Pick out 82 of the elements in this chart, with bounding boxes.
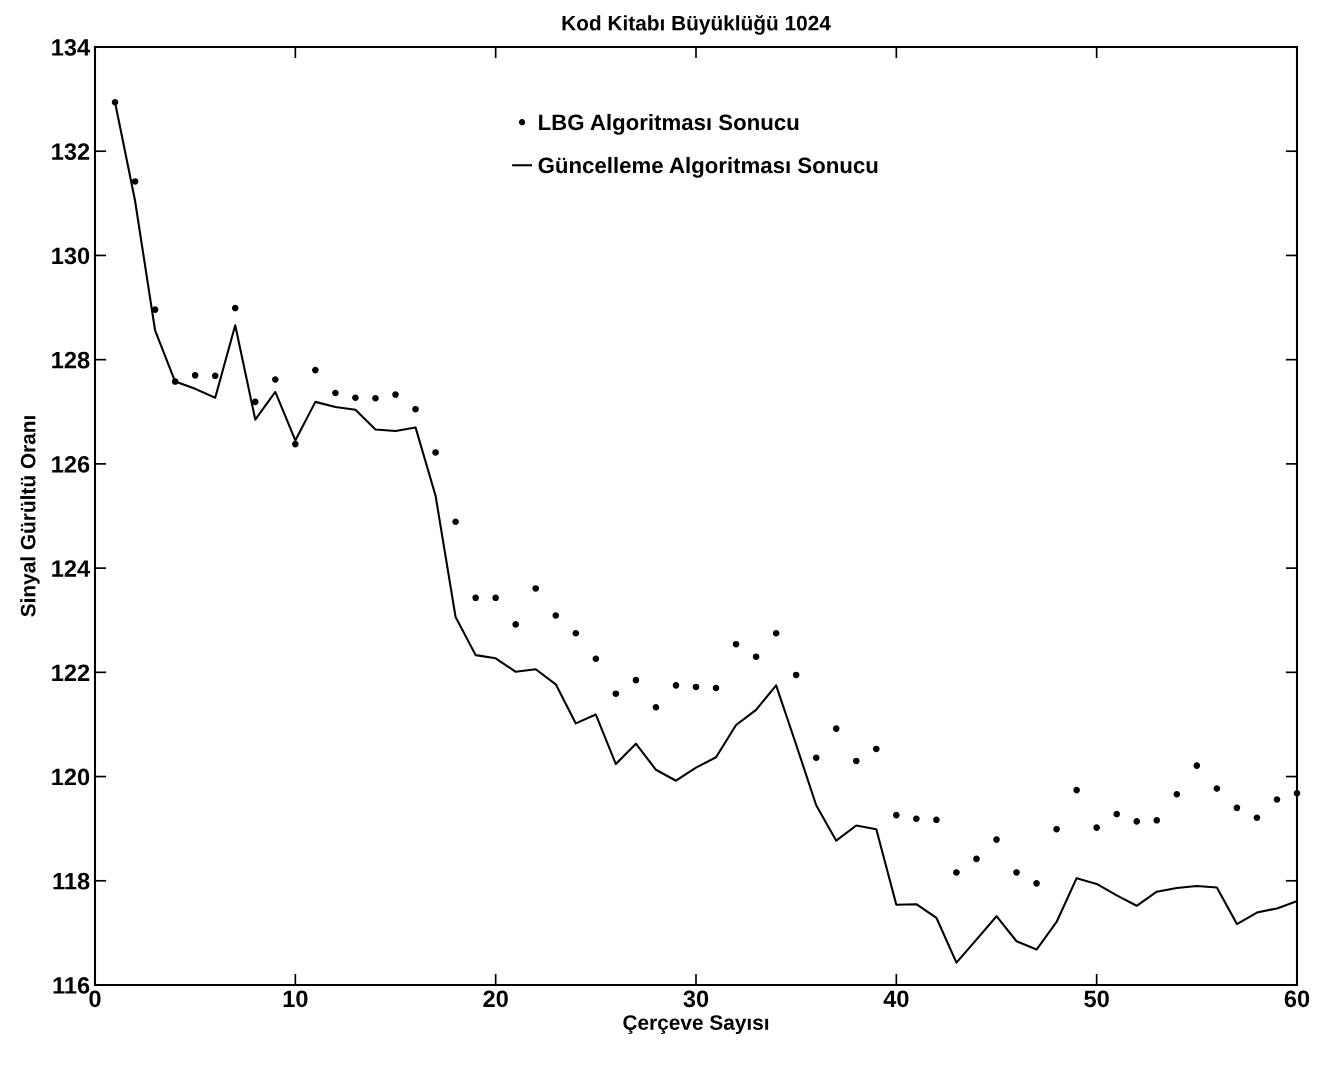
point xyxy=(812,754,820,762)
point xyxy=(272,376,279,383)
point xyxy=(1233,804,1241,812)
point xyxy=(792,671,800,679)
y-tick-label: 130 xyxy=(52,247,90,265)
point xyxy=(913,815,920,823)
point xyxy=(873,745,880,753)
point xyxy=(953,869,960,876)
point xyxy=(732,640,740,648)
point xyxy=(532,585,540,592)
point xyxy=(111,98,119,106)
point xyxy=(1133,818,1141,825)
y-tick-label: 122 xyxy=(52,664,90,681)
point xyxy=(412,405,419,413)
point xyxy=(832,725,840,732)
point xyxy=(852,757,860,765)
x-tick-label: 10 xyxy=(283,990,308,1008)
point xyxy=(312,366,319,374)
point xyxy=(171,378,179,385)
point xyxy=(1013,869,1020,876)
chart-title: Kod Kitabı Büyüklüğü 1024 xyxy=(562,15,831,35)
point xyxy=(452,518,459,526)
point xyxy=(1193,762,1201,769)
point xyxy=(893,811,900,819)
point xyxy=(131,178,139,185)
point xyxy=(1293,789,1301,797)
point xyxy=(752,653,760,660)
point xyxy=(1213,785,1221,792)
y-tick-label: 132 xyxy=(52,143,90,161)
point xyxy=(231,304,239,312)
point xyxy=(1093,824,1100,831)
point xyxy=(712,684,720,692)
point xyxy=(592,655,600,663)
point xyxy=(1073,786,1080,794)
point xyxy=(512,621,519,628)
point xyxy=(191,372,199,379)
point xyxy=(692,683,700,691)
point xyxy=(472,594,479,602)
point xyxy=(492,594,499,602)
point xyxy=(1053,825,1060,833)
point xyxy=(1253,814,1261,822)
x-tick-label: 0 xyxy=(89,990,101,1008)
y-tick-label: 118 xyxy=(53,872,90,890)
y-tick-label: 128 xyxy=(52,351,90,369)
point xyxy=(372,394,379,402)
point xyxy=(933,816,940,824)
y-tick-label: 134 xyxy=(52,39,91,56)
point xyxy=(672,682,680,689)
point xyxy=(1153,817,1161,824)
point xyxy=(552,612,560,619)
y-tick-label: 116 xyxy=(53,977,90,994)
point xyxy=(993,836,1000,843)
point xyxy=(251,398,259,406)
point xyxy=(1273,796,1281,803)
x-tick-label: 20 xyxy=(483,990,508,1008)
point xyxy=(1173,790,1181,798)
point xyxy=(973,855,980,863)
x-tick-label: 40 xyxy=(883,990,909,1008)
y-axis-title: Sinyal Gürültü Oranı xyxy=(20,416,40,617)
legend-label: LBG Algoritması Sonucu xyxy=(539,113,799,135)
point xyxy=(572,629,580,637)
x-axis-title: Çerçeve Sayısı xyxy=(623,1015,769,1035)
x-tick-label: 50 xyxy=(1084,990,1109,1008)
point xyxy=(1033,880,1040,887)
point xyxy=(392,391,399,398)
point xyxy=(772,629,780,637)
legend-label: Güncelleme Algoritması Sonucu xyxy=(538,156,878,178)
x-tick-label: 30 xyxy=(683,990,709,1008)
y-tick-label: 120 xyxy=(52,768,90,786)
point xyxy=(632,676,640,684)
point xyxy=(432,449,439,456)
point xyxy=(1113,810,1120,818)
point xyxy=(211,372,219,380)
point xyxy=(292,440,299,448)
y-tick-label: 124 xyxy=(52,560,91,577)
point xyxy=(332,389,339,397)
point xyxy=(652,703,660,711)
x-tick-label: 60 xyxy=(1284,990,1310,1008)
y-tick-label: 126 xyxy=(52,455,90,473)
point xyxy=(612,690,620,697)
point xyxy=(352,394,359,402)
point xyxy=(151,306,159,313)
